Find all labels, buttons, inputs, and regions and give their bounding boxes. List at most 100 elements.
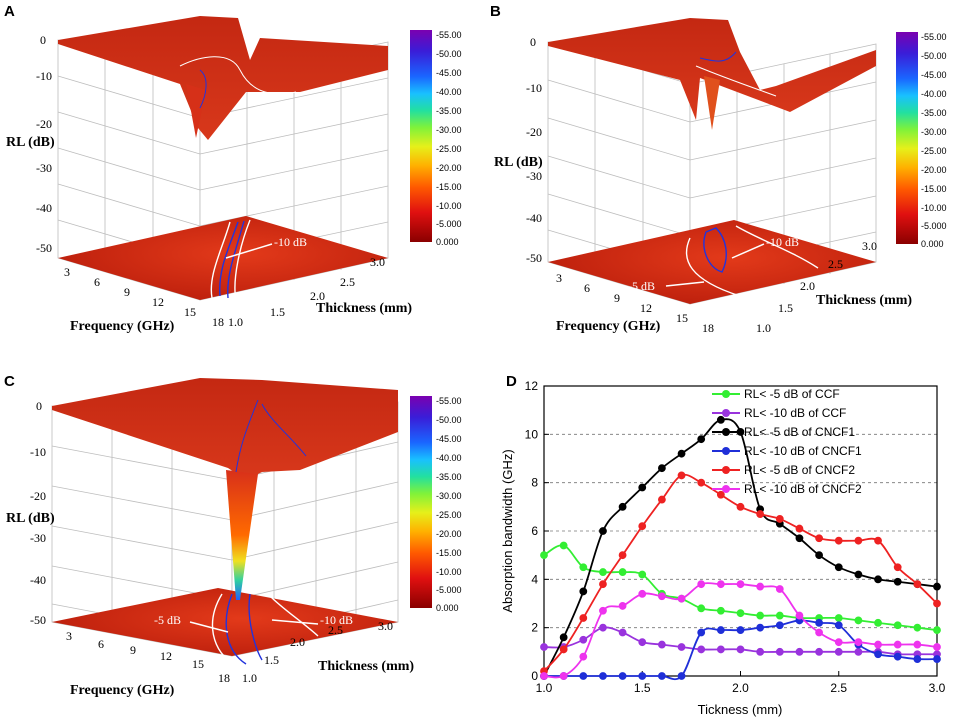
legend-item: RL< -5 dB of CNCF1 [712, 425, 855, 439]
thick-ticks: 1.0 1.5 2.0 2.5 3.0 [242, 619, 393, 685]
data-point [618, 628, 627, 637]
data-point [893, 563, 902, 572]
data-point [599, 672, 607, 680]
colorbar-tick: -15.00 [921, 184, 947, 194]
data-point [854, 638, 863, 647]
data-point [697, 435, 706, 444]
colorbar-tick: -10.00 [436, 201, 462, 211]
data-point [795, 647, 804, 656]
colorbar-ticks: -55.00 -50.00 -45.00 -40.00 -35.00 -30.0… [436, 30, 462, 247]
data-point [658, 672, 666, 680]
freq-tick: 3 [64, 265, 70, 279]
surface-contour [695, 65, 777, 97]
data-point [638, 522, 647, 531]
thick-tick: 3.0 [370, 255, 385, 269]
legend: RL< -5 dB of CCF RL< -10 dB of CCF RL< -… [712, 387, 862, 496]
annotation-5db: -5 dB [268, 285, 295, 299]
data-point [638, 638, 647, 647]
thick-tick: 1.0 [756, 321, 771, 335]
freq-ticks: 3 6 9 12 15 18 [66, 629, 230, 685]
z-tick: -30 [30, 531, 46, 545]
legend-label: RL< -10 dB of CNCF2 [744, 482, 862, 496]
freq-tick: 3 [556, 271, 562, 285]
data-point [599, 606, 607, 615]
data-point [736, 645, 745, 654]
freq-axis-label: Frequency (GHz) [70, 319, 175, 334]
colorbar-tick: -50.00 [436, 415, 462, 425]
data-point [933, 582, 941, 591]
arrow [225, 243, 273, 259]
x-tick-label: 1.5 [634, 681, 651, 695]
z-tick: 0 [36, 399, 42, 413]
series-group [540, 415, 941, 681]
thick-tick: 1.5 [264, 653, 279, 667]
thick-axis-label: Thickness (mm) [318, 659, 414, 674]
thick-tick: 2.0 [310, 289, 325, 303]
data-point [815, 551, 823, 560]
z-axis-label: RL (dB) [6, 135, 55, 150]
legend-marker [722, 390, 730, 398]
colorbar [896, 32, 918, 244]
data-point [874, 618, 882, 627]
data-point [933, 655, 941, 663]
data-point [815, 534, 823, 543]
data-point [677, 594, 686, 603]
contour-5db [211, 593, 319, 667]
data-point [716, 645, 725, 654]
data-point [638, 672, 647, 680]
y-tick-label: 2 [531, 621, 538, 635]
contour-5db [685, 225, 819, 297]
panel-letter: A [4, 3, 15, 20]
surface-contour-blue [699, 51, 737, 62]
legend-item: RL< -10 dB of CCF [712, 406, 846, 420]
data-point [677, 471, 686, 480]
freq-tick: 6 [98, 637, 104, 651]
thick-axis-label: Thickness (mm) [816, 293, 912, 308]
colorbar-tick: -55.00 [436, 30, 462, 40]
freq-tick: 9 [614, 291, 620, 305]
colorbar-tick: 0.000 [921, 239, 944, 249]
x-axis-label: Tickness (mm) [698, 702, 783, 717]
data-point [559, 633, 568, 642]
colorbar-ticks: -55.00 -50.00 -45.00 -40.00 -35.00 -30.0… [436, 396, 462, 613]
thick-axis-label: Thickness (mm) [316, 301, 412, 316]
data-point [697, 645, 706, 654]
annotation-5db: -5 dB [154, 613, 181, 627]
data-point [756, 582, 765, 591]
data-point [893, 652, 902, 661]
z-tick: 0 [40, 33, 46, 47]
colorbar-tick: -20.00 [921, 165, 947, 175]
contour-10db [703, 227, 727, 273]
y-tick-label: 12 [525, 379, 539, 393]
data-point [933, 626, 941, 634]
thick-tick: 2.5 [328, 623, 343, 637]
data-point [736, 626, 745, 634]
data-point [834, 638, 843, 647]
colorbar-tick: -35.00 [436, 106, 462, 116]
colorbar-tick: -45.00 [921, 70, 947, 80]
z-tick: -40 [526, 211, 542, 225]
thick-tick: 2.0 [800, 279, 815, 293]
panel-b: B 0 -10 -20 -30 -40 -50 RL (dB) [490, 3, 947, 335]
colorbar-tick: -25.00 [436, 510, 462, 520]
rl-surface [548, 18, 876, 120]
thick-tick: 2.0 [290, 635, 305, 649]
data-point [854, 536, 863, 545]
data-point [756, 611, 765, 620]
y-tick-label: 6 [531, 524, 538, 538]
contour-10db [225, 593, 263, 665]
data-point [913, 623, 922, 632]
data-point [854, 647, 863, 656]
arrow [225, 291, 267, 301]
data-point [913, 640, 922, 649]
z-ticks: 0 -10 -20 -30 -40 -50 [30, 399, 46, 627]
z-tick: -10 [30, 445, 46, 459]
data-point [540, 643, 548, 651]
floor-heatmap [52, 588, 398, 656]
data-point [716, 580, 725, 589]
thick-tick: 2.5 [828, 257, 843, 271]
panel-c: C 0 -10 -20 -30 -40 -50 RL (dB) 3 [4, 373, 462, 698]
surface-spike [704, 76, 720, 130]
panel-letter: B [490, 3, 501, 20]
